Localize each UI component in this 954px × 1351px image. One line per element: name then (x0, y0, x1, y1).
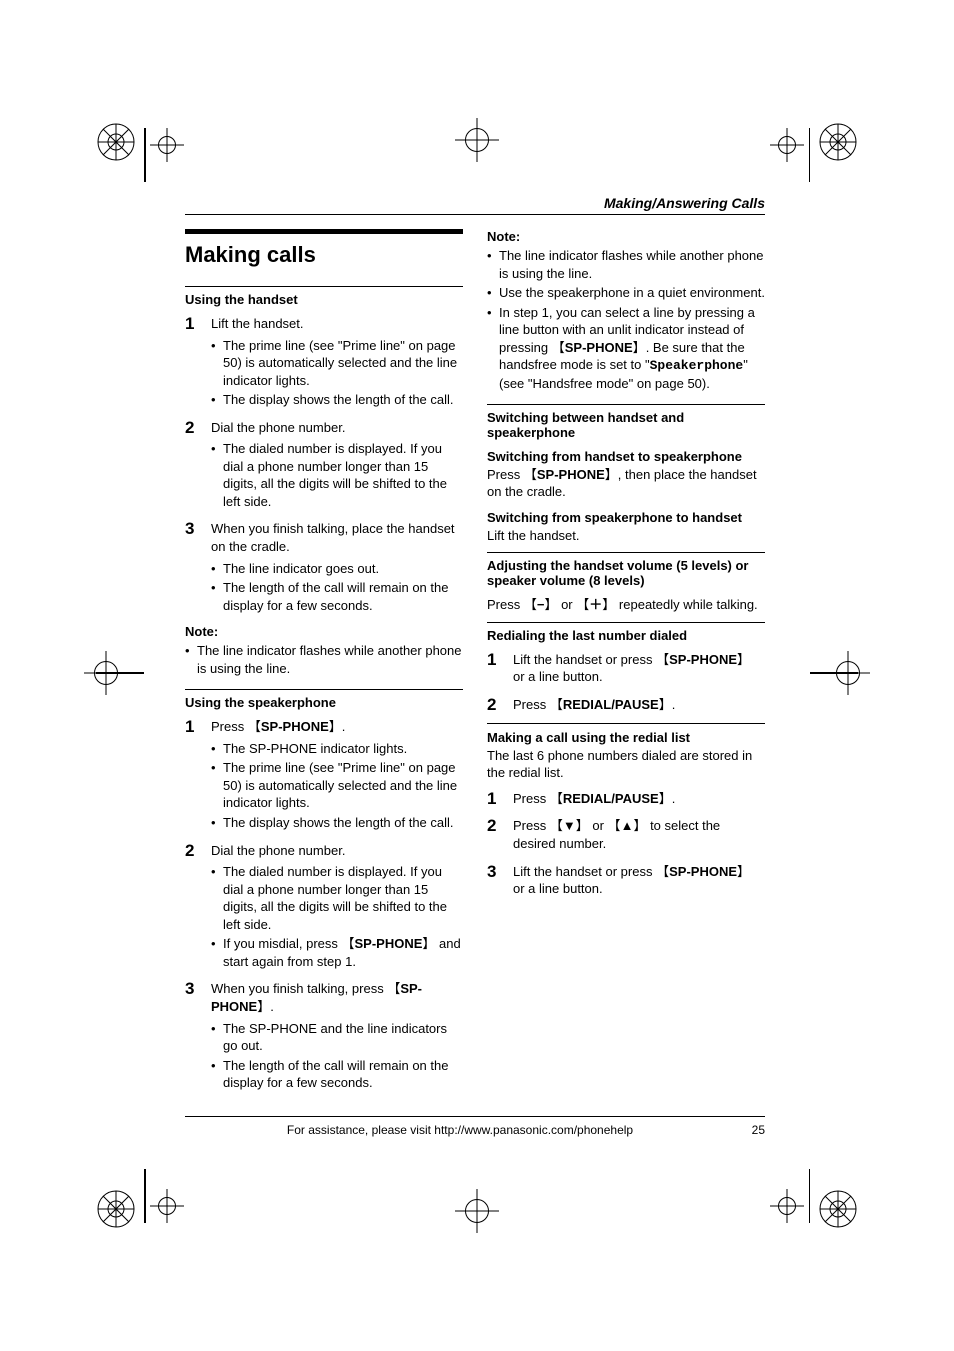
step: Press SP-PHONE. The SP-PHONE indicator l… (185, 718, 463, 831)
left-column: Making calls Using the handset Lift the … (185, 229, 463, 1102)
subhead-speakerphone: Using the speakerphone (185, 695, 463, 710)
switch-block: Switching from speakerphone to handset L… (487, 509, 765, 544)
steps-redial-list: Press REDIAL/PAUSE. Press ▼ or ▲ to sele… (487, 790, 765, 898)
subhead-handset: Using the handset (185, 292, 463, 307)
step: Press REDIAL/PAUSE. (487, 790, 765, 808)
steps-speakerphone: Press SP-PHONE. The SP-PHONE indicator l… (185, 718, 463, 1091)
subhead-redial: Redialing the last number dialed (487, 628, 765, 643)
reg-mark-tl (96, 122, 136, 162)
reg-mark-tr (818, 122, 858, 162)
guide-v-tl (144, 128, 146, 182)
reg-mark-br (818, 1189, 858, 1229)
redial-list-intro: Making a call using the redial list The … (487, 729, 765, 782)
page-number: 25 (735, 1123, 765, 1137)
step: Lift the handset. The prime line (see "P… (185, 315, 463, 409)
step: When you finish talking, press SP-PHONE.… (185, 980, 463, 1091)
guide-v-bl (144, 1169, 146, 1223)
guide-v-br (809, 1169, 811, 1223)
page-content: Making/Answering Calls Making calls Usin… (185, 195, 765, 1137)
title-rule (185, 229, 463, 234)
crosshair-bl (150, 1189, 184, 1223)
footer-assist: For assistance, please visit http://www.… (185, 1123, 735, 1137)
volume-body: Press − or ＋ repeatedly while talking. (487, 596, 765, 614)
page-footer: For assistance, please visit http://www.… (185, 1116, 765, 1137)
step: Press ▼ or ▲ to select the desired numbe… (487, 817, 765, 852)
guide-v-tr (809, 128, 811, 182)
section-header: Making/Answering Calls (185, 195, 765, 215)
reg-mark-bl (96, 1189, 136, 1229)
crosshair-br (770, 1189, 804, 1223)
subhead-volume: Adjusting the handset volume (5 levels) … (487, 558, 765, 588)
right-column: Note: The line indicator flashes while a… (487, 229, 765, 1102)
note-list: The line indicator flashes while another… (487, 247, 765, 392)
step: Press REDIAL/PAUSE. (487, 696, 765, 714)
note-label: Note: (185, 624, 463, 639)
subhead-switching: Switching between handset and speakerpho… (487, 410, 765, 440)
crosshair-tc (455, 118, 499, 162)
step: Dial the phone number. The dialed number… (185, 842, 463, 971)
step: Lift the handset or press SP-PHONE or a … (487, 863, 765, 898)
crosshair-tr (770, 128, 804, 162)
step: Dial the phone number. The dialed number… (185, 419, 463, 511)
page-title: Making calls (185, 242, 463, 268)
note-label: Note: (487, 229, 765, 244)
crosshair-tl (150, 128, 184, 162)
crosshair-bc (455, 1189, 499, 1233)
guide-h-ml (96, 672, 144, 674)
steps-handset: Lift the handset. The prime line (see "P… (185, 315, 463, 614)
step: When you finish talking, place the hands… (185, 520, 463, 614)
step: Lift the handset or press SP-PHONE or a … (487, 651, 765, 686)
switch-block: Switching from handset to speakerphone P… (487, 448, 765, 501)
guide-h-mr (810, 672, 858, 674)
note-list: The line indicator flashes while another… (185, 642, 463, 677)
two-column-layout: Making calls Using the handset Lift the … (185, 229, 765, 1102)
steps-redial: Lift the handset or press SP-PHONE or a … (487, 651, 765, 714)
